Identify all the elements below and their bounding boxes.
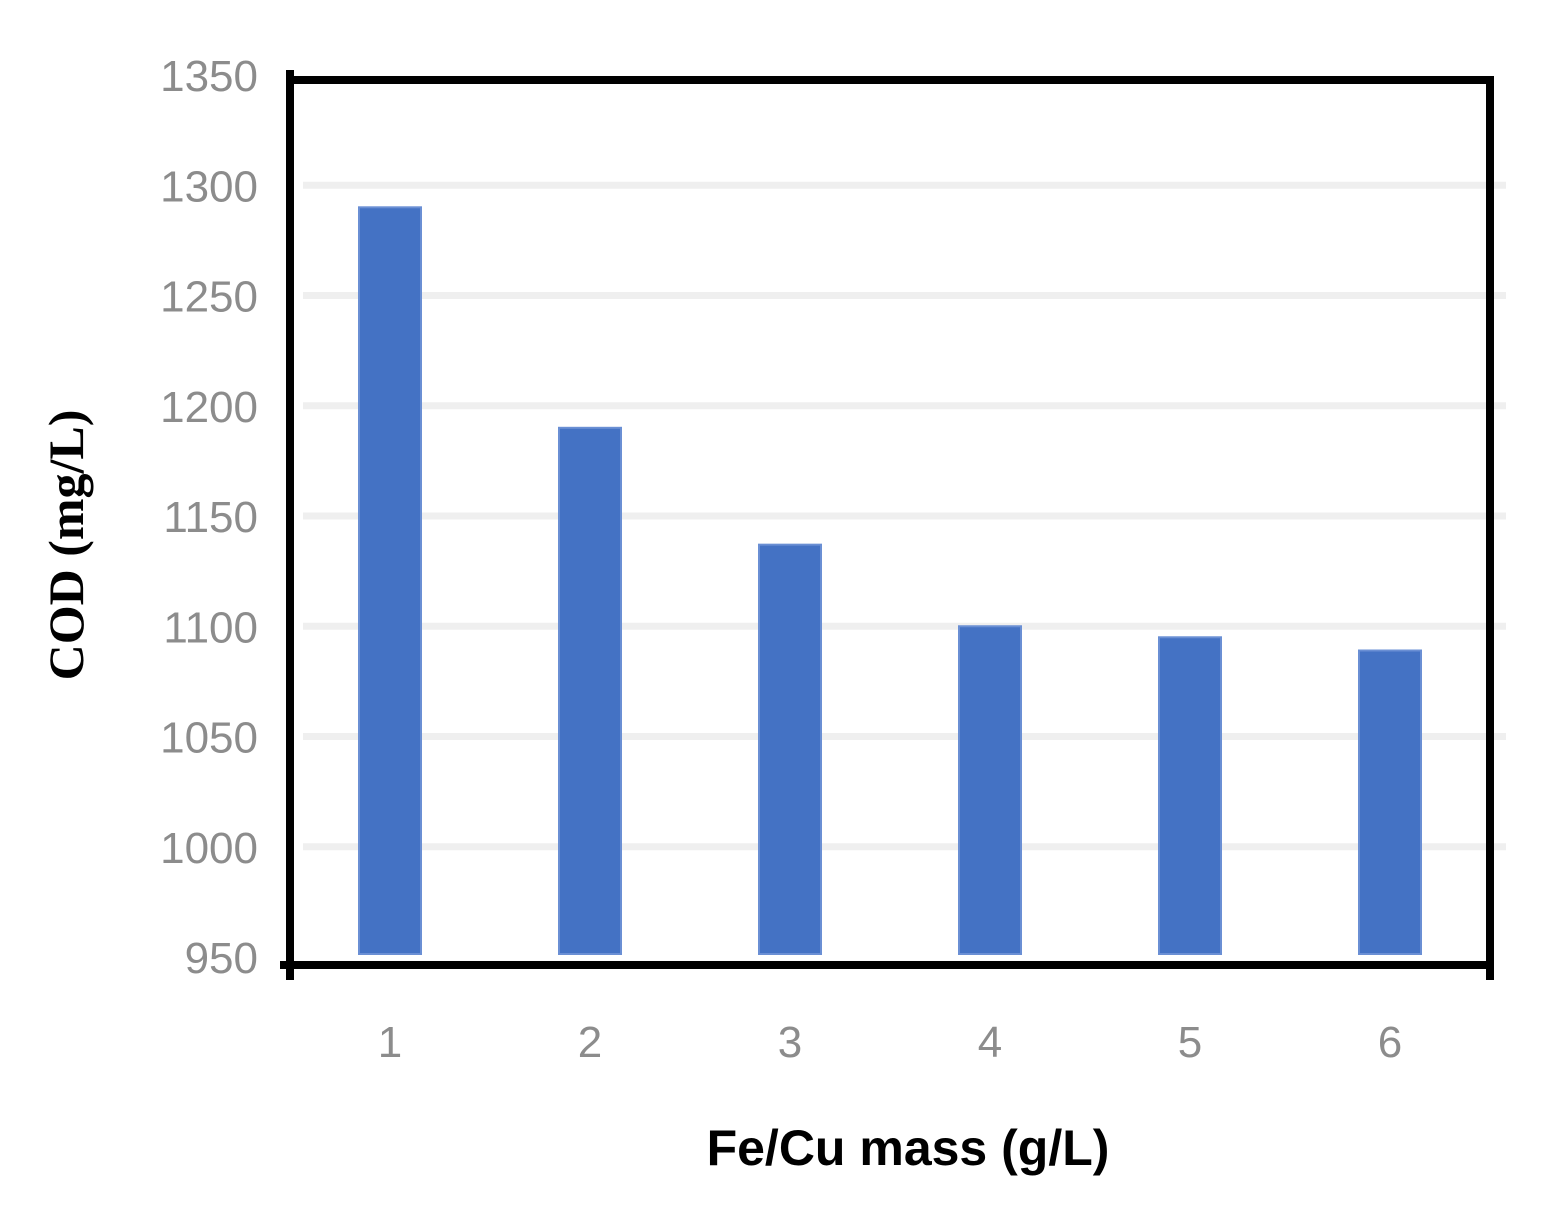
- x-tick-labels: 1 2 3 4 5 6: [378, 1018, 1402, 1067]
- y-tick-label: 1300: [160, 162, 258, 211]
- y-tick-label: 1150: [163, 493, 258, 542]
- gridlines: [303, 181, 1506, 851]
- bar-4: [958, 625, 1022, 955]
- y-tick-label: 1100: [163, 603, 258, 652]
- bar-6: [1358, 649, 1422, 955]
- bars: [358, 206, 1422, 956]
- y-tick-label: 1000: [160, 824, 258, 873]
- y-tick-label: 1050: [160, 714, 258, 763]
- x-tick-label: 3: [778, 1018, 802, 1067]
- x-tick-label: 4: [978, 1018, 1002, 1067]
- x-axis-title: Fe/Cu mass (g/L): [707, 1120, 1110, 1176]
- y-tick-label: 1350: [160, 52, 258, 101]
- y-tick-label: 1250: [160, 273, 258, 322]
- y-tick-label: 950: [185, 934, 258, 983]
- bar-5: [1158, 636, 1222, 956]
- y-tick-label: 1200: [160, 383, 258, 432]
- bar-1: [358, 206, 422, 956]
- bar-3: [758, 543, 822, 955]
- plot-frame: [280, 70, 1494, 980]
- bar-2: [558, 426, 622, 955]
- x-tick-label: 6: [1378, 1018, 1402, 1067]
- y-axis-title: COD (mg/L): [38, 410, 94, 681]
- x-tick-label: 2: [578, 1018, 602, 1067]
- x-tick-label: 5: [1178, 1018, 1202, 1067]
- y-tick-labels: 950 1000 1050 1100 1150 1200 1250 1300 1350: [160, 52, 258, 983]
- x-tick-label: 1: [378, 1018, 402, 1067]
